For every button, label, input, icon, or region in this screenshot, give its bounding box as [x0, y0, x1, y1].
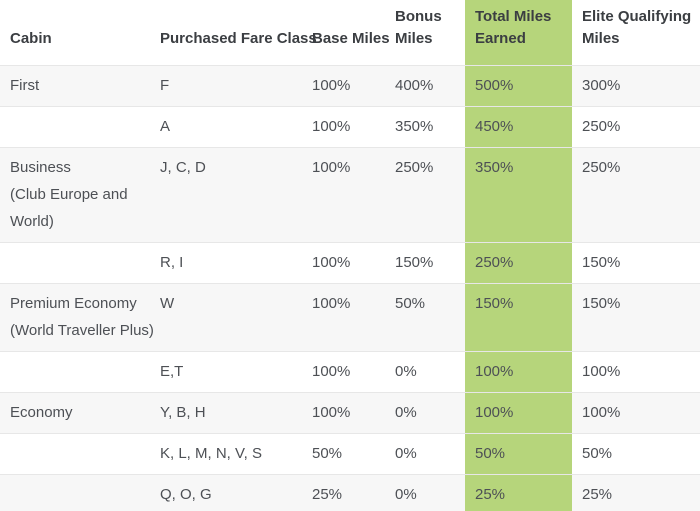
- cell-total: 50%: [465, 433, 572, 475]
- cell-fare: W: [150, 283, 302, 352]
- cell-base: 100%: [302, 242, 385, 284]
- cell-base: 100%: [302, 392, 385, 434]
- cell-cabin: Premium Economy (World Traveller Plus): [0, 283, 154, 352]
- table-row: Premium Economy (World Traveller Plus) W 10…: [0, 283, 700, 352]
- column-header-base-line: Base Miles: [312, 30, 390, 47]
- cell-cabin: [0, 474, 150, 511]
- column-header-cabin: Cabin: [0, 0, 150, 66]
- cell-elite: 250%: [572, 106, 700, 148]
- cell-cabin: [0, 433, 150, 475]
- column-header-fare-line: Purchased Fare Class: [160, 30, 317, 47]
- table-row: Q, O, G 25% 0% 25% 25%: [0, 474, 700, 511]
- cell-base: 25%: [302, 474, 385, 511]
- table-row: K, L, M, N, V, S 50% 0% 50% 50%: [0, 433, 700, 475]
- cell-bonus: 0%: [385, 351, 465, 393]
- cell-cabin: First: [0, 65, 150, 107]
- column-header-base: Base Miles: [302, 0, 390, 66]
- cell-fare: R, I: [150, 242, 302, 284]
- table-row: Economy Y, B, H 100% 0% 100% 100%: [0, 392, 700, 434]
- cell-cabin: [0, 106, 150, 148]
- cell-base: 100%: [302, 106, 385, 148]
- cell-bonus: 50%: [385, 283, 465, 352]
- column-header-cabin-line: Cabin: [10, 30, 52, 47]
- column-header-bonus-line: Miles: [395, 30, 433, 47]
- cell-total: 250%: [465, 242, 572, 284]
- cell-bonus: 0%: [385, 433, 465, 475]
- cell-cabin-line: First: [10, 77, 40, 94]
- column-header-total-line: Earned: [475, 30, 526, 47]
- cell-base: 100%: [302, 147, 385, 243]
- cell-cabin: Economy: [0, 392, 150, 434]
- cell-elite: 100%: [572, 392, 700, 434]
- cell-cabin-line: (Club Europe and: [10, 186, 128, 203]
- column-header-total-line: Total Miles: [475, 8, 552, 25]
- cell-cabin-line: Premium Economy: [10, 295, 137, 312]
- column-header-total: Total Miles Earned: [465, 0, 572, 66]
- cell-fare: F: [150, 65, 302, 107]
- cell-cabin-line: Business: [10, 159, 71, 176]
- cell-total: 100%: [465, 351, 572, 393]
- cell-elite: 150%: [572, 283, 700, 352]
- cell-elite: 150%: [572, 242, 700, 284]
- cell-bonus: 400%: [385, 65, 465, 107]
- cell-bonus: 0%: [385, 392, 465, 434]
- cell-cabin-line: Economy: [10, 404, 73, 421]
- cell-cabin-line: World): [10, 213, 54, 230]
- cell-base: 100%: [302, 351, 385, 393]
- table-row: E,T 100% 0% 100% 100%: [0, 351, 700, 393]
- cell-fare: K, L, M, N, V, S: [150, 433, 302, 475]
- cell-elite: 300%: [572, 65, 700, 107]
- table-header-row: Cabin Purchased Fare Class Base Miles Bonus…: [0, 0, 700, 66]
- cell-bonus: 350%: [385, 106, 465, 148]
- cell-cabin-line: (World Traveller Plus): [10, 322, 154, 339]
- column-header-elite-line: Elite Qualifying: [582, 8, 692, 25]
- cell-fare: J, C, D: [150, 147, 302, 243]
- cell-base: 100%: [302, 65, 385, 107]
- cell-total: 450%: [465, 106, 572, 148]
- cell-elite: 100%: [572, 351, 700, 393]
- cell-fare: Q, O, G: [150, 474, 302, 511]
- cell-bonus: 150%: [385, 242, 465, 284]
- cell-total: 150%: [465, 283, 572, 352]
- table-header: Cabin Purchased Fare Class Base Miles Bonus…: [0, 0, 700, 66]
- table-row: First F 100% 400% 500% 300%: [0, 65, 700, 107]
- cell-total: 100%: [465, 392, 572, 434]
- cell-bonus: 0%: [385, 474, 465, 511]
- cell-total: 350%: [465, 147, 572, 243]
- cell-elite: 250%: [572, 147, 700, 243]
- cell-bonus: 250%: [385, 147, 465, 243]
- table-row: Business (Club Europe and World) J, C, D 100…: [0, 147, 700, 243]
- cell-fare: E,T: [150, 351, 302, 393]
- cell-elite: 50%: [572, 433, 700, 475]
- cell-fare: Y, B, H: [150, 392, 302, 434]
- cell-base: 100%: [302, 283, 385, 352]
- column-header-elite: Elite Qualifying Miles: [572, 0, 700, 66]
- table-row: R, I 100% 150% 250% 150%: [0, 242, 700, 284]
- column-header-bonus-line: Bonus: [395, 8, 442, 25]
- cell-fare: A: [150, 106, 302, 148]
- column-header-bonus: Bonus Miles: [385, 0, 465, 66]
- column-header-fare: Purchased Fare Class: [150, 0, 317, 66]
- table-row: A 100% 350% 450% 250%: [0, 106, 700, 148]
- cell-cabin: [0, 351, 150, 393]
- cell-elite: 25%: [572, 474, 700, 511]
- cell-base: 50%: [302, 433, 385, 475]
- cell-cabin: Business (Club Europe and World): [0, 147, 150, 243]
- column-header-elite-line: Miles: [582, 30, 620, 47]
- cell-total: 25%: [465, 474, 572, 511]
- cell-cabin: [0, 242, 150, 284]
- cell-total: 500%: [465, 65, 572, 107]
- table-body: First F 100% 400% 500% 300% A 100% 350% 450% 250% B…: [0, 65, 700, 511]
